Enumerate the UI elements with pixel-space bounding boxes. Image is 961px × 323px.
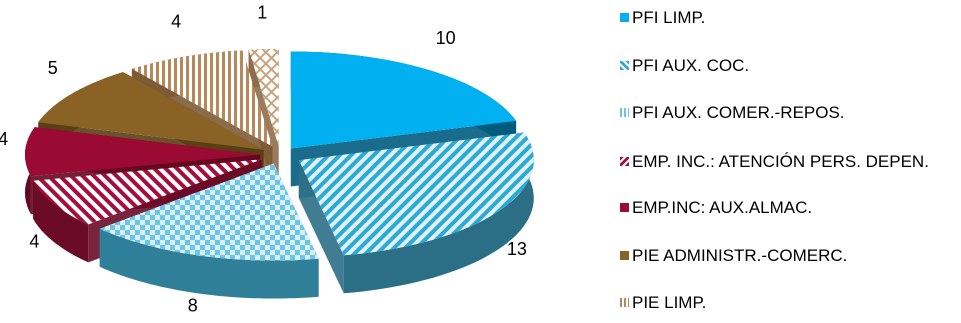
legend-item-7: PIE LIMP. — [620, 293, 952, 312]
pie-slice-top-5 — [25, 127, 261, 177]
pie-slice-top-7 — [131, 50, 273, 147]
legend-swatch-3 — [620, 108, 629, 117]
legend: PFI LIMP. PFI AUX. COC. PFI AUX. COMER.-RE… — [620, 0, 960, 323]
legend-swatch-7 — [620, 298, 629, 307]
legend-swatch-6 — [620, 251, 629, 260]
data-label-8: 1 — [257, 2, 267, 22]
pie-slice-top-8 — [248, 49, 279, 147]
legend-swatch-1 — [620, 13, 629, 22]
pie-slice-top-1 — [290, 51, 517, 149]
legend-label-6: PIE ADMINISTR.-COMERC. — [632, 246, 848, 265]
legend-item-2: PFI AUX. COC. — [620, 56, 952, 75]
data-label-2: 13 — [507, 239, 527, 259]
legend-swatch-2 — [620, 61, 629, 70]
legend-label-1: PFI LIMP. — [632, 8, 706, 27]
data-label-1: 10 — [436, 28, 456, 48]
pie-slice-top-3 — [99, 163, 319, 261]
pie-slice-side-2 — [343, 132, 534, 294]
legend-swatch-5 — [620, 203, 629, 212]
legend-label-2: PFI AUX. COC. — [632, 56, 750, 75]
legend-label-3: PFI AUX. COMER.-REPOS. — [632, 103, 845, 122]
pie-slice-2 — [298, 132, 534, 294]
legend-item-6: PIE ADMINISTR.-COMERC. — [620, 246, 952, 265]
data-label-3: 8 — [188, 295, 198, 315]
legend-item-5: EMP.INC: AUX.ALMAC. — [620, 198, 952, 217]
legend-label-4: EMP. INC.: ATENCIÓN PERS. DEPEN. — [632, 152, 929, 171]
pie-slice-edge-2-1 — [298, 160, 344, 294]
data-label-4: 4 — [29, 232, 39, 252]
data-label-7: 4 — [171, 12, 181, 32]
legend-label-5: EMP.INC: AUX.ALMAC. — [632, 198, 813, 217]
pie-slice-top-4 — [33, 159, 263, 225]
legend-label-7: PIE LIMP. — [632, 293, 707, 312]
data-label-5: 4 — [0, 129, 8, 149]
pie-slice-top-6 — [38, 72, 264, 150]
legend-item-1: PFI LIMP. — [620, 8, 952, 27]
data-label-6: 5 — [48, 58, 58, 78]
legend-swatch-4 — [620, 157, 629, 166]
pie-slice-3 — [99, 163, 319, 299]
pie-slice-top-2 — [298, 132, 534, 256]
pie-slice-side-3 — [99, 228, 319, 299]
legend-item-4: EMP. INC.: ATENCIÓN PERS. DEPEN. — [620, 152, 952, 171]
legend-item-3: PFI AUX. COMER.-REPOS. — [620, 103, 952, 122]
